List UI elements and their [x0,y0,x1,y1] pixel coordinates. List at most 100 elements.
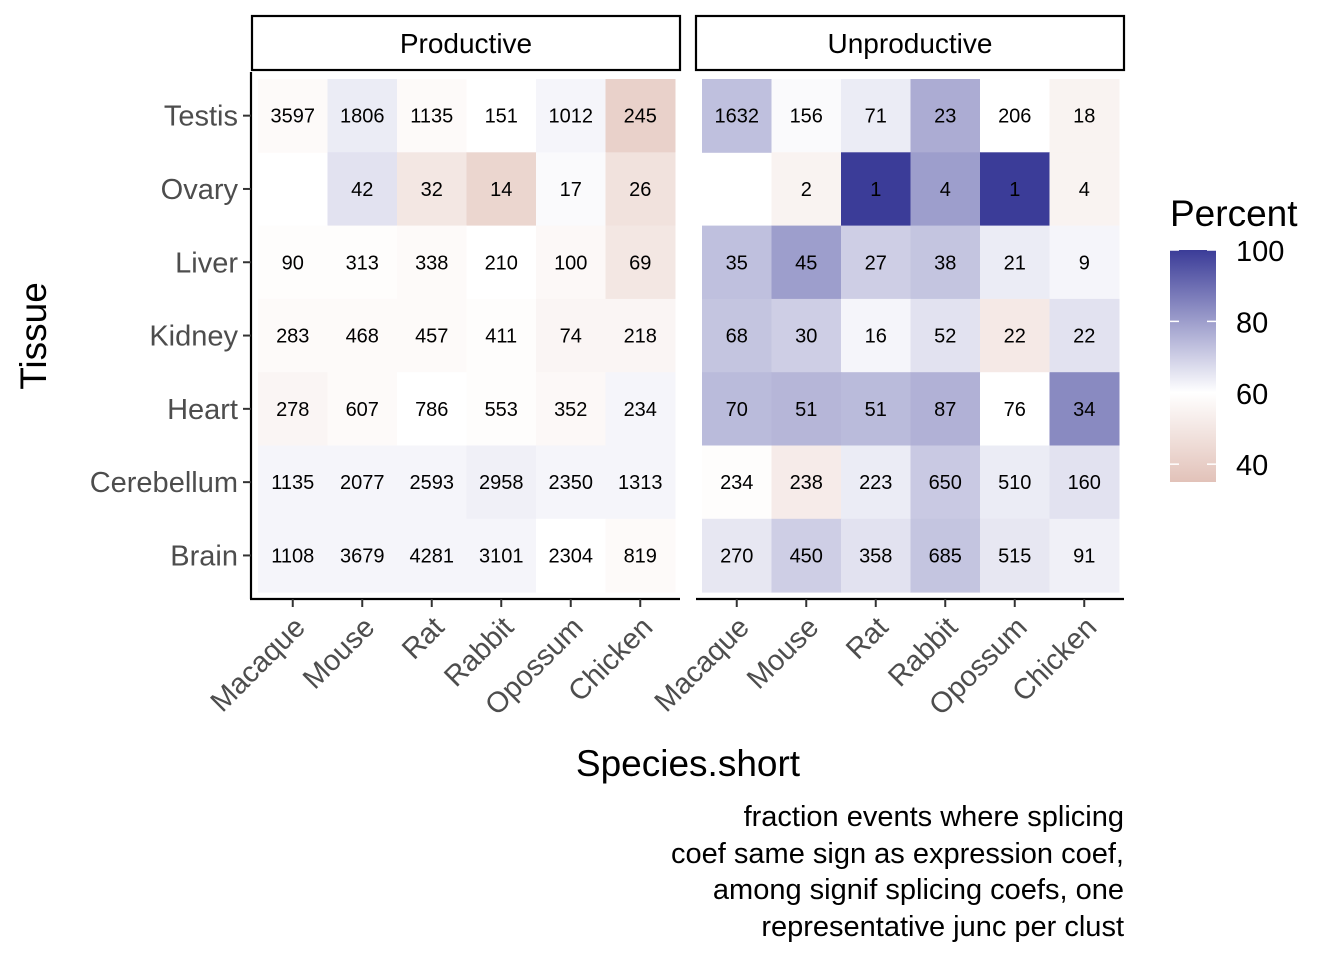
heatmap-cell [327,518,398,593]
cell-label: 685 [929,545,962,567]
heatmap-cell [702,225,772,300]
cell-label: 4 [1079,179,1090,201]
heatmap-cell [258,445,328,520]
facet-strip [250,14,682,72]
heatmap-cell [536,445,606,520]
heatmap-cell [1049,79,1120,153]
heatmap-cell [327,445,398,520]
cell-label: 234 [624,399,657,421]
heatmap-cell [536,225,606,300]
cell-label: 358 [859,545,892,567]
x-tick-label: Rat [396,611,451,666]
heatmap-cell [910,445,981,520]
cell-label: 1806 [340,106,385,128]
heatmap-cell [258,225,328,300]
x-tick-label: Mouse [741,611,825,695]
cell-label: 1108 [271,545,314,567]
cell-label: 607 [346,399,379,421]
cell-label: 786 [415,399,448,421]
cell-label: 450 [790,545,823,567]
heatmap-cell [1049,225,1120,300]
heatmap-cell [397,372,467,446]
cell-label: 819 [624,545,657,567]
cell-label: 87 [934,399,956,421]
heatmap-cell [841,298,911,373]
cell-label: 18 [1073,106,1095,128]
heatmap-cell [980,445,1050,520]
cell-label: 45 [795,252,817,274]
legend: Percent 100 80 60 40 [1170,193,1298,482]
heatmap-cell [841,372,911,446]
heatmap-cell [910,152,981,227]
cell-label: 223 [859,472,892,494]
heatmap-cell [771,298,842,373]
cell-label: 3101 [479,545,524,567]
legend-tick-label: 60 [1236,379,1268,411]
heatmap-cell [980,79,1050,153]
heatmap-cell [466,298,537,373]
x-axis-title: Species.short [576,743,801,784]
caption-line: coef same sign as expression coef, [671,838,1124,870]
heatmap-cell [1049,518,1120,593]
cell-label: 2958 [479,472,524,494]
heatmap-cell [327,225,398,300]
cell-label: 206 [998,106,1031,128]
heatmap-cell [910,79,981,153]
heatmap-cell [841,225,911,300]
y-axis: Testis Ovary Liver Kidney Heart Cerebellum Bra… [90,72,253,599]
heatmap-cell [536,518,606,593]
heatmap-cell [910,518,981,593]
cell-label: 27 [865,252,887,274]
heatmap-cell [702,445,772,520]
heatmap-cell [980,298,1050,373]
cell-label: 35 [726,252,748,274]
cell-label: 71 [865,106,887,128]
heatmap-cell [771,372,842,446]
cell-label: 278 [276,399,309,421]
cell-label: 74 [560,326,582,348]
heatmap-cell [605,518,676,593]
cell-label: 4 [940,179,951,201]
heatmap-cell [258,518,328,593]
x-tick-label: Macaque [205,611,312,718]
cell-label: 468 [346,326,379,348]
cell-label: 457 [415,326,448,348]
cell-label: 76 [1004,399,1026,421]
heatmap-cell [841,152,911,227]
legend-colorbar [1170,250,1216,482]
legend-title: Percent [1170,193,1298,234]
heatmap-cell [910,225,981,300]
heatmap-cell [605,445,676,520]
cell-label: 14 [490,179,512,201]
cell-label: 338 [415,252,448,274]
heatmap-cell [397,445,467,520]
cell-label: 2593 [410,472,455,494]
cell-label: 160 [1068,472,1101,494]
cell-label: 100 [554,252,587,274]
y-axis-title: Tissue [13,282,54,390]
heatmap-cell [466,372,537,446]
heatmap-cell [536,298,606,373]
cell-label: 51 [865,399,887,421]
cell-label: 352 [554,399,587,421]
cell-label: 210 [485,252,518,274]
cell-label: 91 [1073,545,1095,567]
cell-label: 51 [795,399,817,421]
y-tick-label: Heart [167,394,238,426]
heatmap-cell [327,372,398,446]
cell-label: 23 [934,106,956,128]
cell-label: 90 [282,252,304,274]
cell-label: 42 [351,179,373,201]
heatmap-cell [910,298,981,373]
cell-label: 270 [720,545,753,567]
caption: fraction events where splicing coef same… [671,801,1124,943]
facet-strip-label: Unproductive [828,28,993,59]
facet-strip-label: Productive [400,28,532,59]
cell-label: 30 [795,326,817,348]
heatmap-cell [605,225,676,300]
cell-label: 16 [865,326,887,348]
cell-label: 2304 [549,545,594,567]
heatmap-cell [841,79,911,153]
